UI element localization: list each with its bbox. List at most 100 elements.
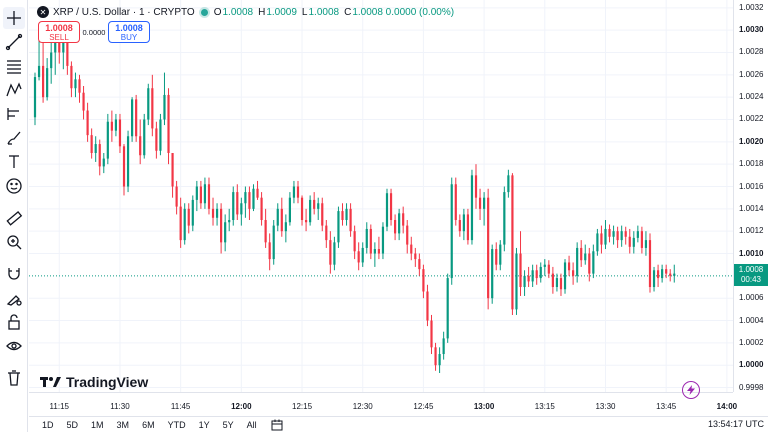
- emoji-icon[interactable]: [3, 175, 25, 197]
- candle-body: [377, 249, 381, 254]
- magnet-icon[interactable]: [3, 263, 25, 285]
- eye-icon[interactable]: [3, 335, 25, 357]
- candle: [673, 264, 676, 283]
- candle-body: [389, 193, 393, 221]
- candle: [499, 240, 502, 271]
- market-status-icon[interactable]: [200, 8, 208, 16]
- trend-line-icon[interactable]: [3, 31, 25, 53]
- drawing-toolbar: [0, 0, 28, 432]
- candle-body: [592, 251, 595, 274]
- candle-body: [345, 208, 348, 221]
- tradingview-logo[interactable]: TradingView: [40, 374, 148, 390]
- candle: [280, 197, 283, 237]
- symbol-title[interactable]: XRP / U.S. Dollar · 1 · CRYPTO: [53, 6, 195, 18]
- trade-panel: 1.0008 SELL 0.0000 1.0008 BUY: [38, 21, 150, 43]
- candle: [592, 244, 595, 279]
- candle: [527, 266, 530, 288]
- zoom-in-icon[interactable]: [3, 231, 25, 253]
- candle-body: [446, 278, 449, 339]
- candle: [491, 244, 494, 304]
- utc-clock[interactable]: 13:54:17 UTC: [707, 419, 764, 429]
- candle-body: [430, 320, 433, 348]
- ruler-icon[interactable]: [3, 207, 25, 229]
- sell-button[interactable]: 1.0008 SELL: [38, 21, 80, 43]
- lightning-icon[interactable]: [682, 381, 700, 399]
- candle-body: [450, 184, 453, 279]
- range-1y[interactable]: 1Y: [198, 419, 210, 430]
- candle: [418, 253, 421, 276]
- range-all[interactable]: All: [246, 419, 257, 430]
- candle-body: [329, 240, 332, 265]
- trash-icon[interactable]: [3, 367, 25, 389]
- lock-drawings-icon[interactable]: [3, 287, 25, 309]
- candle-body: [300, 197, 304, 221]
- candle-body: [535, 270, 538, 279]
- price-tick-label: 1.0000: [739, 360, 764, 370]
- crosshair-icon[interactable]: [3, 7, 25, 29]
- range-1m[interactable]: 1M: [91, 419, 104, 430]
- candle: [74, 72, 77, 98]
- time-tick-label: 13:45: [656, 402, 677, 411]
- candle-body: [604, 228, 607, 245]
- candle: [596, 228, 599, 256]
- candle: [248, 186, 251, 221]
- candle: [171, 153, 174, 198]
- candle-body: [636, 231, 639, 238]
- calendar-icon[interactable]: [271, 419, 283, 431]
- range-5y[interactable]: 5Y: [222, 419, 234, 430]
- candle: [430, 314, 433, 355]
- candle-body: [406, 225, 409, 245]
- candle: [393, 214, 397, 241]
- candle: [600, 225, 603, 254]
- chart-pane[interactable]: [29, 0, 733, 392]
- fib-icon[interactable]: [3, 55, 25, 77]
- range-3m[interactable]: 3M: [116, 419, 130, 430]
- candle: [244, 186, 247, 218]
- candle-body: [256, 188, 259, 198]
- candle: [159, 113, 162, 156]
- candle-body: [612, 231, 615, 237]
- candle-body: [555, 278, 559, 288]
- lock-icon[interactable]: [3, 311, 25, 333]
- spread-value: 0.0000: [82, 27, 106, 37]
- time-tick-label: 12:00: [231, 402, 252, 411]
- candle: [98, 139, 101, 176]
- candle-body: [224, 222, 227, 243]
- candle: [179, 197, 182, 248]
- candle-body: [171, 153, 174, 187]
- candle: [470, 169, 474, 245]
- candle-body: [199, 186, 202, 204]
- candle-body: [292, 186, 296, 198]
- candle-body: [317, 203, 320, 209]
- candle-body: [240, 203, 243, 215]
- candle: [232, 186, 235, 226]
- grid: [29, 0, 733, 392]
- candle: [313, 192, 316, 215]
- candle: [555, 273, 559, 292]
- candle-body: [183, 208, 186, 241]
- candle-body: [442, 338, 445, 355]
- candle: [228, 208, 231, 232]
- price-tick-label: 1.0018: [739, 159, 764, 169]
- price-axis[interactable]: 1.0032 1.0030 1.0028 1.0026 1.0024 1.0022 1.00…: [733, 0, 768, 392]
- text-icon[interactable]: [3, 151, 25, 173]
- current-price-value: 1.0008: [738, 265, 764, 274]
- candle: [563, 259, 567, 294]
- time-axis[interactable]: 11:15 11:30 11:45 12:00 12:15 12:30 12:45 13:00…: [29, 392, 737, 416]
- candle-body: [110, 121, 113, 131]
- range-1d[interactable]: 1D: [42, 419, 54, 430]
- range-5d[interactable]: 5D: [66, 419, 79, 430]
- range-6m[interactable]: 6M: [142, 419, 155, 430]
- candle-body: [135, 99, 138, 137]
- candle: [353, 225, 356, 260]
- forecast-icon[interactable]: [3, 103, 25, 125]
- buy-button[interactable]: 1.0008 BUY: [108, 21, 150, 43]
- candle: [207, 177, 211, 215]
- candle: [438, 347, 441, 374]
- bottom-toolbar: 1D 5D 1M 3M 6M YTD 1Y 5Y All 13:54:17 UT…: [29, 416, 768, 432]
- range-ytd[interactable]: YTD: [167, 419, 186, 430]
- brush-icon[interactable]: [3, 127, 25, 149]
- pattern-icon[interactable]: [3, 79, 25, 101]
- candlestick-chart[interactable]: [29, 0, 733, 392]
- candle-body: [321, 203, 324, 226]
